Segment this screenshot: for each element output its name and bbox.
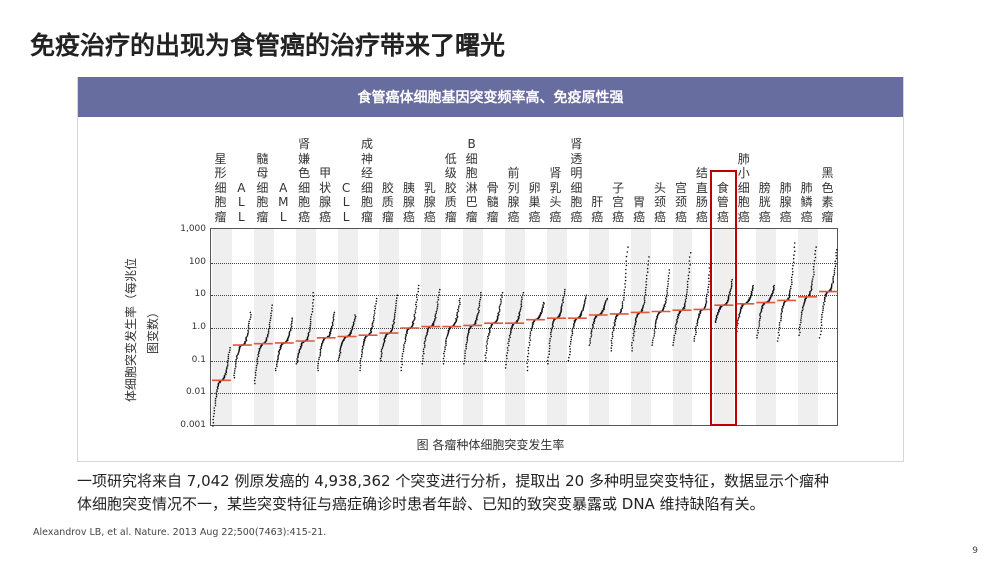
column-stripe (337, 229, 358, 425)
column-stripe (756, 229, 777, 425)
category-label: 肺鳞癌 (800, 180, 813, 224)
column-stripe (212, 229, 232, 425)
category-label: 膀胱癌 (758, 180, 771, 224)
body-line-2: 体细胞突变情况不一，某些突变特征与癌症确诊时患者年龄、已知的致突变暴露或 DNA… (77, 495, 765, 513)
column-stripe (253, 229, 274, 425)
category-label: 子宫癌 (612, 180, 625, 224)
gridline (211, 360, 837, 362)
column-stripe (379, 229, 400, 425)
gridline (211, 328, 837, 329)
category-label: 食管癌 (716, 180, 729, 224)
category-label: 肺腺癌 (779, 180, 792, 224)
column-stripe (798, 229, 819, 425)
gridline (211, 393, 837, 395)
category-label: 肾乳头癌 (549, 166, 562, 224)
y-tick-label: 0.1 (191, 354, 206, 365)
category-label: 胶质瘤 (381, 180, 394, 224)
y-tick-label: 10 (194, 289, 206, 300)
category-label: 髓母细胞瘤 (256, 151, 269, 224)
category-label: 结直肠癌 (695, 166, 708, 224)
column-stripe (295, 229, 316, 425)
category-label: 肺小细胞癌 (737, 151, 750, 224)
category-label: 肾透明细胞癌 (570, 137, 583, 224)
gridline (211, 295, 837, 297)
citation: Alexandrov LB, et al. Nature. 2013 Aug 2… (33, 527, 327, 538)
category-label: 星形细胞瘤 (214, 151, 227, 224)
y-tick-label: 1,000 (180, 224, 206, 234)
category-label: 乳腺癌 (423, 180, 436, 224)
category-label: 黑色素瘤 (821, 166, 834, 224)
column-stripe (630, 229, 651, 425)
category-label: 前列腺癌 (507, 166, 520, 224)
column-stripe (672, 229, 693, 425)
category-label: 卵巢癌 (528, 180, 541, 224)
category-label: 低级胶质瘤 (444, 151, 457, 224)
gridline (211, 262, 837, 264)
category-label: 肝癌 (591, 195, 604, 224)
category-label: 头颈癌 (654, 180, 667, 224)
card-header: 食管癌体细胞基因突变频率高、免疫原性强 (78, 77, 903, 117)
category-label: 肾嫌色细胞癌 (298, 137, 311, 224)
category-label: 成神经细胞瘤 (360, 137, 373, 224)
body-line-1: 一项研究将来自 7,042 例原发癌的 4,938,362 个突变进行分析，提取… (77, 472, 829, 490)
column-stripe (463, 229, 484, 425)
category-label: 骨髓瘤 (486, 180, 499, 224)
plot-area (210, 228, 838, 427)
category-label: 胰腺癌 (402, 180, 415, 224)
column-stripe (714, 229, 735, 425)
category-label: 宫颈癌 (674, 180, 687, 224)
category-label: 胃癌 (633, 195, 646, 224)
y-tick-label: 0.01 (185, 387, 206, 398)
category-label: 甲状腺癌 (319, 166, 332, 224)
y-tick-label: 1.0 (191, 322, 206, 332)
figure-caption: 图 各瘤种体细胞突变发生率 (416, 438, 565, 452)
body-text: 一项研究将来自 7,042 例原发癌的 4,938,362 个突变进行分析，提取… (77, 470, 917, 516)
column-stripe (546, 229, 567, 425)
slide-title: 免疫治疗的出现为食管癌的治疗带来了曙光 (30, 31, 506, 60)
esophageal-cancer-highlight (710, 170, 737, 426)
scatter-points (212, 242, 838, 427)
y-tick-label: 0.001 (180, 420, 206, 430)
column-stripe (505, 229, 525, 425)
y-tick-label: 100 (188, 256, 206, 267)
column-stripe (588, 229, 609, 425)
page-number: 9 (972, 546, 978, 556)
